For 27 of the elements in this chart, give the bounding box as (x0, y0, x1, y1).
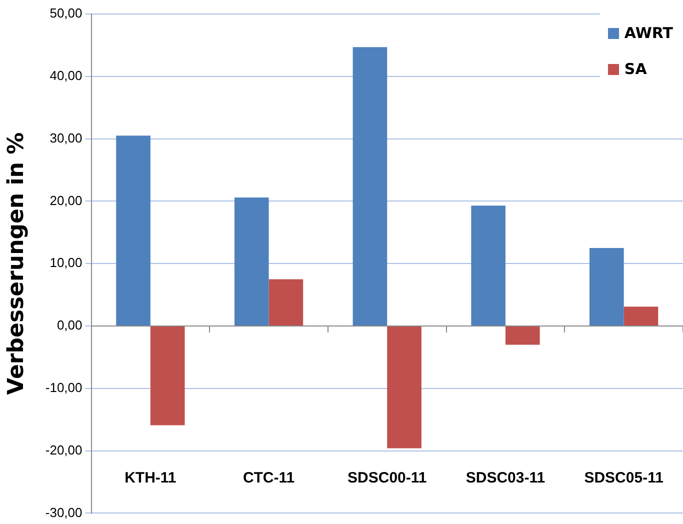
bar (590, 248, 624, 326)
x-tick-label: SDSC05-11 (584, 469, 664, 486)
y-tick-label: 20,00 (50, 192, 82, 208)
y-tick-label: -10,00 (45, 380, 82, 395)
x-tick-label: KTH-11 (124, 469, 176, 486)
bar (150, 326, 185, 426)
bar (624, 306, 658, 326)
y-tick-label: -30,00 (45, 504, 82, 520)
x-tick-label: SDSC00-11 (348, 469, 427, 486)
bar (352, 47, 388, 326)
y-tick-label: 30,00 (50, 130, 82, 146)
x-tick-label: CTC-11 (242, 469, 295, 486)
x-tick-label: SDSC03-11 (466, 469, 546, 486)
bar (387, 326, 422, 448)
y-tick-label: 40,00 (50, 68, 82, 83)
y-tick-label: 0,00 (56, 318, 82, 333)
bar (116, 136, 150, 326)
bar (268, 279, 304, 326)
bar (471, 206, 506, 326)
y-tick-label: 50,00 (50, 6, 82, 21)
bar (234, 197, 269, 326)
y-tick-label: 10,00 (50, 255, 82, 270)
bar (505, 326, 540, 345)
y-tick-label: -20,00 (45, 442, 82, 458)
legend-label: SA (624, 60, 647, 78)
y-axis-title: Verbesserungen in % (4, 132, 29, 395)
legend-label: AWRT (624, 24, 673, 42)
